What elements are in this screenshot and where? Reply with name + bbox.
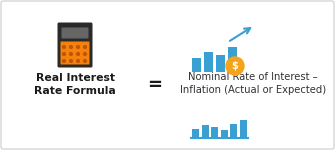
Circle shape [63, 53, 65, 55]
Bar [220, 130, 227, 138]
Circle shape [63, 60, 65, 62]
Circle shape [77, 60, 79, 62]
Bar [211, 128, 218, 138]
Text: =: = [147, 76, 162, 94]
Text: Real Interest: Real Interest [36, 73, 115, 83]
Text: Nominal Rate of Interest –: Nominal Rate of Interest – [188, 72, 318, 82]
Text: Rate Formula: Rate Formula [34, 86, 116, 96]
FancyBboxPatch shape [62, 27, 88, 39]
Text: Inflation (Actual or Expected): Inflation (Actual or Expected) [180, 85, 326, 95]
Circle shape [70, 53, 72, 55]
Circle shape [70, 46, 72, 48]
Circle shape [77, 53, 79, 55]
Bar [192, 129, 199, 138]
Bar [228, 47, 237, 72]
Bar [240, 120, 247, 138]
Circle shape [84, 46, 86, 48]
Circle shape [70, 60, 72, 62]
Circle shape [84, 53, 86, 55]
FancyBboxPatch shape [58, 22, 92, 68]
Text: $: $ [231, 61, 239, 71]
Bar [230, 124, 237, 138]
Bar [216, 55, 225, 72]
FancyBboxPatch shape [61, 42, 89, 64]
Circle shape [63, 46, 65, 48]
Bar [201, 125, 208, 138]
Circle shape [77, 46, 79, 48]
Bar [192, 58, 201, 72]
Circle shape [84, 60, 86, 62]
Bar [204, 52, 213, 72]
Circle shape [226, 57, 244, 75]
